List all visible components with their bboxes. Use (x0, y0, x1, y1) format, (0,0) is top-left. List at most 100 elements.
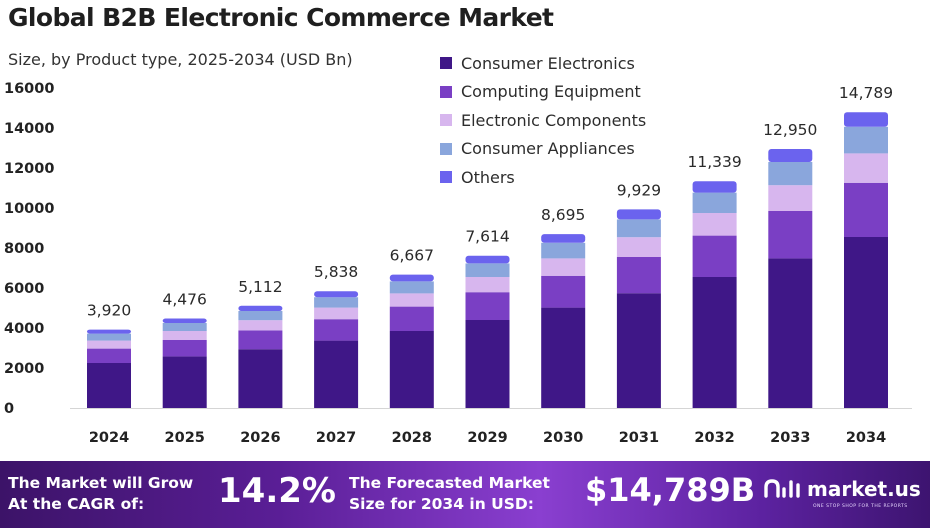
bar-segment-others (162, 318, 207, 323)
legend-item: Electronic Components (440, 106, 646, 135)
y-tick-label: 6000 (4, 281, 44, 297)
bar-segment-consumer-electronics (314, 340, 359, 408)
bar-segment-electronic-components (541, 258, 586, 276)
y-tick-label: 14000 (4, 121, 54, 137)
bar-segment-electronic-components (465, 277, 510, 293)
bar-segment-consumer-appliances (541, 242, 586, 259)
y-tick-label: 4000 (4, 321, 44, 337)
bar-segment-consumer-appliances (162, 323, 207, 331)
bar-segment-consumer-electronics (844, 237, 888, 408)
y-tick-label: 0 (4, 401, 14, 417)
x-tick-label: 2033 (770, 430, 810, 446)
bar-segment-electronic-components (616, 237, 661, 257)
x-tick-label: 2030 (543, 430, 583, 446)
bar-segment-consumer-appliances (616, 219, 661, 238)
bar-segment-others (541, 234, 586, 243)
bar-segment-others (844, 112, 888, 127)
bar-segment-consumer-appliances (844, 126, 888, 154)
bar-segment-computing-equipment (389, 306, 434, 331)
x-tick-label: 2025 (165, 430, 205, 446)
legend-item: Consumer Electronics (440, 49, 646, 78)
bar-total-label: 3,920 (87, 302, 131, 320)
bar-total-label: 11,339 (687, 153, 741, 171)
bar-segment-consumer-electronics (87, 363, 131, 408)
stacked-bar-chart: 0 2000 4000 6000 8000 10000 12000 14000 16000 3,9… (4, 81, 912, 446)
x-tick-label: 2031 (619, 430, 659, 446)
bar-segment-computing-equipment (162, 340, 207, 357)
bar-segment-electronic-components (238, 320, 283, 331)
legend-label: Consumer Appliances (461, 139, 635, 159)
bar-segment-computing-equipment (314, 319, 359, 341)
legend-item: Computing Equipment (440, 78, 646, 107)
bar-segment-consumer-electronics (465, 320, 510, 408)
forecast-label-line2: Size for 2034 in USD: (349, 495, 534, 513)
brand-logo: market.us (763, 476, 921, 502)
bar-segment-consumer-appliances (87, 333, 131, 341)
bar-segment-consumer-appliances (238, 311, 283, 321)
x-tick-label: 2026 (240, 430, 280, 446)
bar-total-label: 7,614 (465, 228, 509, 246)
bar-segment-electronic-components (162, 331, 207, 340)
bar-segment-others (87, 329, 131, 334)
legend-swatch (440, 114, 452, 127)
bar-segment-computing-equipment (692, 235, 737, 277)
cagr-label: The Market will Grow At the CAGR of: (8, 473, 193, 515)
bar-segment-consumer-electronics (768, 258, 813, 408)
market-us-logo-icon (764, 479, 800, 498)
bar-segment-computing-equipment (238, 330, 283, 350)
legend-swatch (440, 171, 452, 184)
bar-total-label: 6,667 (390, 247, 434, 265)
bar-segment-others (768, 149, 813, 162)
bar-segment-consumer-electronics (541, 307, 586, 408)
legend-label: Electronic Components (461, 110, 647, 130)
forecast-label-line1: The Forecasted Market (349, 474, 550, 492)
legend-label: Others (461, 167, 515, 187)
y-tick-label: 10000 (4, 201, 54, 217)
bar-total-label: 8,695 (541, 206, 585, 224)
legend-label: Consumer Electronics (461, 53, 635, 73)
bar-segment-consumer-appliances (314, 297, 359, 308)
bar-segment-electronic-components (314, 307, 359, 320)
bar-segment-others (238, 305, 283, 311)
x-tick-label: 2027 (316, 430, 356, 446)
bar-segment-computing-equipment (844, 182, 888, 237)
legend-swatch (440, 57, 452, 70)
legend-swatch (440, 85, 452, 98)
bar-segment-consumer-electronics (692, 277, 737, 408)
x-tick-label: 2034 (846, 430, 886, 446)
bar-segment-consumer-appliances (768, 162, 813, 186)
bar-segment-others (389, 274, 434, 282)
bar-segment-electronic-components (768, 185, 813, 211)
brand-tagline: ONE STOP SHOP FOR THE REPORTS (813, 504, 908, 509)
bar-total-label: 5,112 (238, 278, 282, 296)
bar-segment-consumer-electronics (238, 349, 283, 408)
forecast-value: $14,789B (585, 471, 756, 509)
y-tick-label: 12000 (4, 161, 54, 177)
bar-segment-computing-equipment (616, 257, 661, 294)
bar-segment-computing-equipment (465, 292, 510, 320)
bar-segment-electronic-components (844, 153, 888, 183)
bar-segment-computing-equipment (768, 211, 813, 259)
bar-segment-electronic-components (87, 340, 131, 349)
chart-title: Global B2B Electronic Commerce Market (8, 3, 554, 32)
x-tick-label: 2028 (392, 430, 432, 446)
bar-segment-consumer-appliances (389, 281, 434, 294)
bar-segment-consumer-electronics (162, 356, 207, 408)
bar-segment-others (692, 181, 737, 193)
cagr-label-line1: The Market will Grow (8, 474, 194, 492)
bar-total-label: 4,476 (163, 290, 207, 308)
bar-segment-consumer-appliances (465, 263, 510, 277)
y-tick-label: 16000 (4, 81, 54, 97)
legend-item: Others (440, 163, 646, 192)
bar-segment-electronic-components (692, 213, 737, 236)
bar-segment-consumer-electronics (389, 331, 434, 408)
x-tick-label: 2029 (467, 430, 507, 446)
legend-swatch (440, 142, 452, 155)
bar-total-label: 5,838 (314, 263, 358, 281)
cagr-value: 14.2% (218, 471, 336, 511)
legend-item: Consumer Appliances (440, 135, 646, 164)
bar-segment-others (465, 255, 510, 264)
chart-legend: Consumer Electronics Computing Equipment E… (440, 49, 646, 192)
bar-segment-consumer-appliances (692, 192, 737, 213)
bar-segment-computing-equipment (87, 348, 131, 363)
